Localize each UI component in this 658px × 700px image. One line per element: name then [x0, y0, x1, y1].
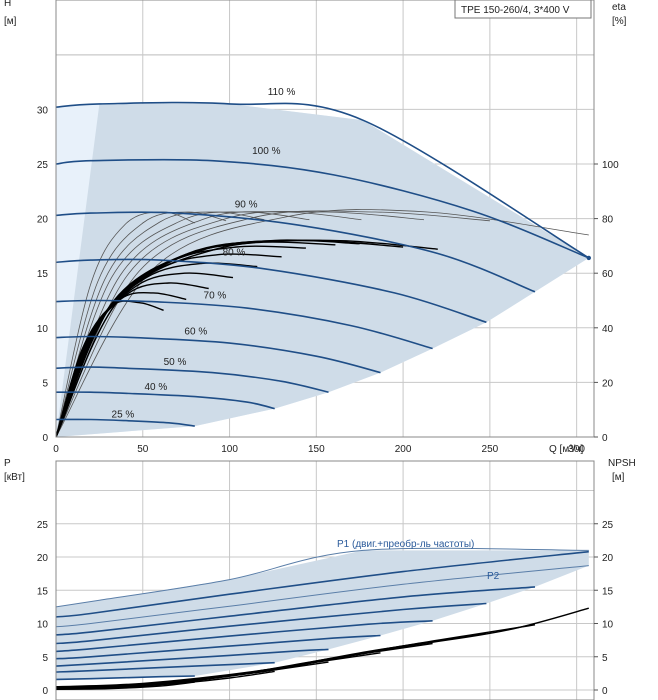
y2-axis-label: eta: [612, 2, 626, 13]
y-tick-label: 30: [37, 105, 49, 116]
power-tick-label: 20: [37, 553, 49, 564]
power-curve: [56, 586, 536, 636]
power-curve: [56, 550, 589, 618]
npsh-tick-label: 10: [602, 620, 614, 631]
x-tick-label: 300: [568, 444, 585, 455]
speed-label: 100 %: [252, 146, 280, 157]
power-tick-label: 5: [42, 653, 48, 664]
x-tick-label: 150: [308, 444, 325, 455]
p1-series-label: P1 (двиг.+преобр-ль частоты): [337, 538, 474, 550]
npsh-tick-label: 0: [602, 686, 608, 697]
power-curve: [56, 634, 381, 660]
speed-percent-labels: 110 % 100 % 90 % 80 % 70 % 60 % 50 % 40 % 25 %: [112, 87, 296, 420]
head-axis-ticks: 0 50 100 150 200 250 3000510152025300204060801…: [37, 105, 619, 455]
p2-series-label: P2: [487, 571, 500, 582]
power-axis-label: P: [4, 458, 11, 469]
efficiency-line: [56, 282, 209, 437]
speed-curve: [56, 211, 536, 293]
y2-tick-label: 0: [602, 433, 608, 444]
power-tick-label: 10: [37, 620, 49, 631]
speed-label: 80 %: [223, 248, 246, 259]
npsh-curves: [56, 607, 589, 690]
y-axis-label: H: [4, 0, 11, 9]
y-tick-label: 5: [42, 378, 48, 389]
power-curve: [56, 620, 433, 653]
efficiency-line: [56, 239, 404, 437]
speed-curve: [56, 258, 487, 324]
speed-label: 110 %: [268, 87, 296, 98]
power-curve: [56, 661, 275, 673]
x-tick-label: 0: [53, 444, 59, 455]
power-tick-label: 25: [37, 520, 49, 531]
y2-axis-unit: [%]: [612, 16, 627, 27]
y-axis-unit: [м]: [4, 16, 17, 27]
efficiency-line-thin: [56, 209, 589, 437]
end-point: [586, 255, 591, 261]
power-npsh-chart: 0 5 10 15 20 25 0 5 10 15 20 25 P [кВт] NPSH [м] P1…: [4, 458, 636, 700]
speed-label: 50 %: [164, 357, 187, 368]
npsh-axis-label: NPSH: [608, 458, 636, 469]
y-tick-label: 15: [37, 269, 49, 280]
speed-curve: [56, 418, 195, 427]
speed-curve: [56, 101, 590, 259]
power-operating-area: [56, 550, 589, 680]
speed-curve: [56, 158, 590, 259]
power-tick-label: 0: [42, 686, 48, 697]
power-plot-frame: [55, 460, 595, 700]
npsh-tick-label: 25: [602, 520, 614, 531]
npsh-tick-label: 20: [602, 553, 614, 564]
y-tick-label: 20: [37, 215, 49, 226]
efficiency-line: [56, 272, 234, 437]
y2-tick-label: 100: [602, 160, 619, 171]
efficiency-line: [56, 239, 438, 437]
operating-area: [56, 103, 589, 437]
speed-curve: [56, 299, 433, 350]
speed-curves: [56, 101, 591, 427]
y-tick-label: 0: [42, 433, 48, 444]
power-curve: [56, 648, 329, 667]
x-tick-label: 100: [221, 444, 238, 455]
npsh-curve: [56, 681, 195, 690]
power-curve: [56, 547, 589, 608]
x-axis-label: Q [м³/ч]: [549, 444, 584, 455]
speed-label: 25 %: [112, 409, 135, 420]
speed-curve: [56, 391, 275, 410]
npsh-tick-label: 5: [602, 653, 608, 664]
y-tick-label: 25: [37, 160, 49, 171]
y2-tick-label: 80: [602, 215, 614, 226]
x-tick-label: 200: [395, 444, 412, 455]
speed-curve: [56, 335, 381, 374]
y2-tick-label: 60: [602, 269, 614, 280]
efficiency-line-thin: [56, 210, 424, 437]
power-axis-ticks: 0 5 10 15 20 25 0 5 10 15 20 25: [37, 520, 614, 697]
speed-label: 70 %: [204, 290, 227, 301]
npsh-axis-unit: [м]: [612, 472, 625, 483]
x-tick-label: 250: [482, 444, 499, 455]
speed-label: 40 %: [145, 382, 168, 393]
model-title-box: [454, 0, 592, 19]
power-curve: [56, 565, 589, 628]
y2-tick-label: 20: [602, 378, 614, 389]
speed-label: 60 %: [184, 326, 207, 337]
power-curve: [56, 602, 487, 645]
head-flow-chart: 0 50 100 150 200 250 3000510152025300204060801…: [4, 0, 627, 455]
speed-label: 90 %: [235, 200, 258, 211]
efficiency-curves: [56, 239, 438, 437]
y2-tick-label: 40: [602, 324, 614, 335]
power-curve: [56, 675, 195, 681]
speed-curve: [56, 366, 329, 393]
x-tick-label: 50: [137, 444, 149, 455]
npsh-tick-label: 15: [602, 586, 614, 597]
y-tick-label: 10: [37, 324, 49, 335]
chart-title: TPE 150-260/4, 3*400 V: [461, 5, 570, 16]
power-axis-unit: [кВт]: [4, 472, 25, 483]
power-tick-label: 15: [37, 586, 49, 597]
power-curves: [56, 547, 589, 681]
